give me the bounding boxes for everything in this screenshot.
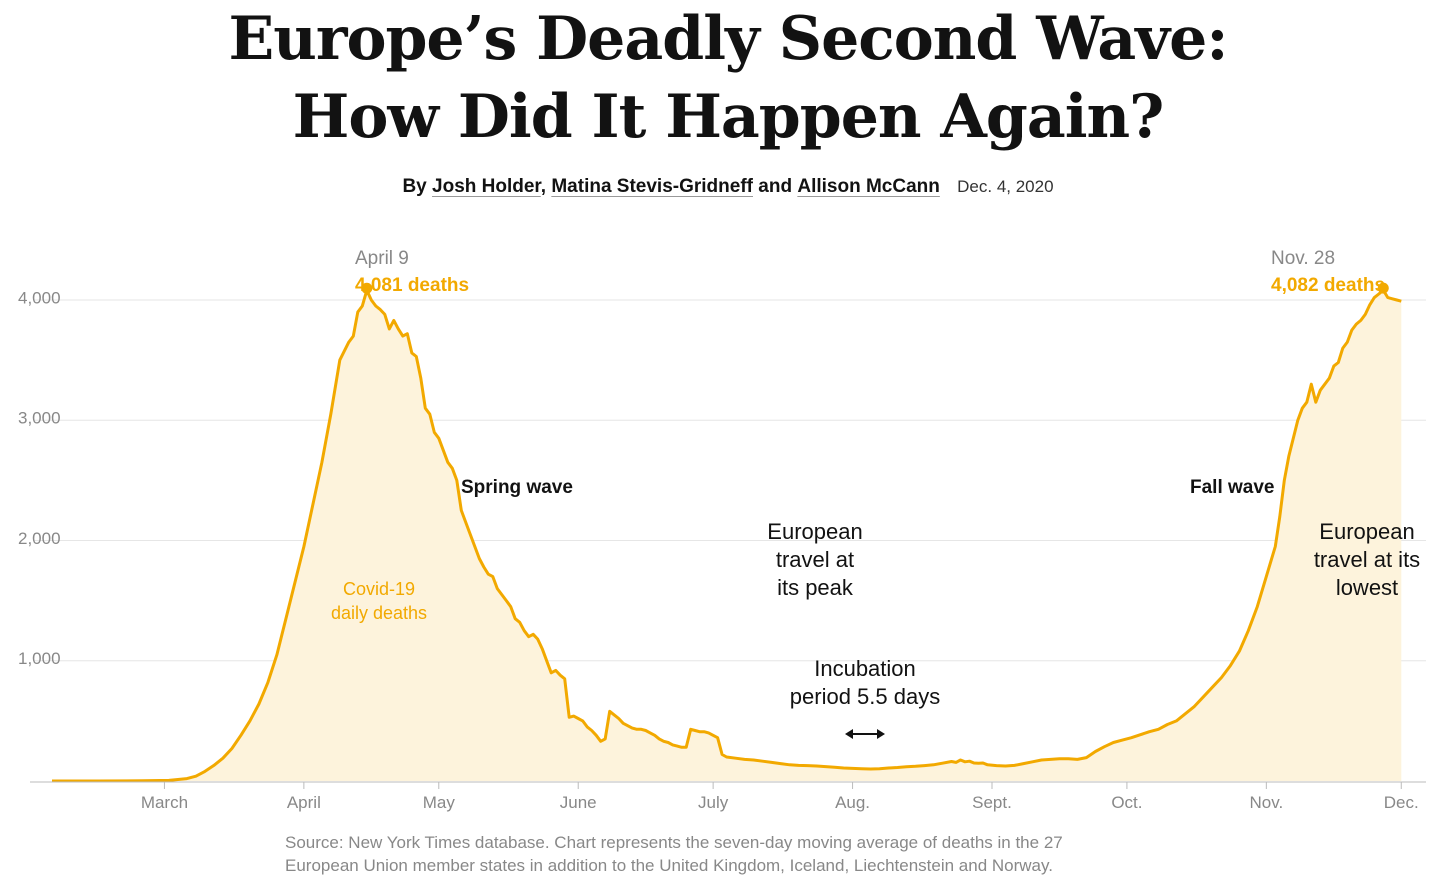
x-tick-label: March (141, 793, 188, 812)
x-tick-label: Aug. (835, 793, 870, 812)
x-axis-ticks: March April May June July Aug. Sept. Oct. Nov. De… (141, 782, 1419, 812)
x-tick-label: July (698, 793, 729, 812)
peak-marker-2 (1377, 282, 1389, 294)
peak2-value-label: 4,082 deaths (1271, 275, 1385, 296)
peak-markers (361, 282, 1389, 294)
x-tick-label: Dec. (1384, 793, 1419, 812)
author-link-3[interactable]: Allison McCann (797, 176, 940, 197)
incubation-label-line-1: Incubation (814, 656, 916, 681)
travel-peak-line-2: travel at (776, 547, 854, 572)
publish-date: Dec. 4, 2020 (957, 177, 1054, 196)
source-line-2: European Union member states in addition… (285, 856, 1053, 875)
peak1-date-label: April 9 (355, 248, 409, 269)
gridlines (34, 299, 1426, 662)
x-tick-label: Oct. (1111, 793, 1142, 812)
y-tick-label: 3,000 (18, 409, 61, 428)
x-tick-label: Sept. (972, 793, 1012, 812)
headline-line-2: How Did It Happen Again? (292, 82, 1165, 152)
x-tick-label: May (423, 793, 456, 812)
headline-line-1: Europe’s Deadly Second Wave: (228, 4, 1228, 74)
y-tick-label: 4,000 (18, 288, 61, 307)
author-link-1[interactable]: Josh Holder (432, 176, 541, 197)
series-label-line-1: Covid-19 (343, 579, 415, 599)
byline: By Josh Holder, Matina Stevis-Gridneff a… (0, 176, 1456, 198)
series-label-line-2: daily deaths (331, 603, 427, 623)
byline-separator-and: and (758, 176, 793, 197)
x-tick-label: April (287, 793, 321, 812)
x-tick-label: Nov. (1249, 793, 1283, 812)
travel-lowest-line-2: travel at its (1314, 547, 1420, 572)
byline-prefix: By (402, 176, 427, 197)
headline: Europe’s Deadly Second Wave: How Did It … (0, 0, 1456, 156)
peak1-value-label: 4,081 deaths (355, 275, 469, 296)
travel-peak-line-1: European (767, 519, 862, 544)
source-line-1: Source: New York Times database. Chart r… (285, 833, 1063, 852)
byline-separator-comma: , (540, 176, 547, 197)
travel-lowest-line-3: lowest (1336, 575, 1398, 600)
author-link-2[interactable]: Matina Stevis-Gridneff (551, 176, 753, 197)
y-axis-ticks: 1,000 2,000 3,000 4,000 (18, 288, 61, 668)
fall-wave-label: Fall wave (1190, 477, 1275, 498)
double-arrow-icon (845, 729, 885, 739)
travel-lowest-line-1: European (1319, 519, 1414, 544)
travel-peak-line-3: its peak (777, 575, 854, 600)
incubation-label-line-2: period 5.5 days (790, 684, 940, 709)
y-tick-label: 2,000 (18, 529, 61, 548)
x-tick-label: June (560, 793, 597, 812)
spring-wave-label: Spring wave (461, 477, 573, 498)
y-tick-label: 1,000 (18, 649, 61, 668)
peak2-date-label: Nov. 28 (1271, 248, 1335, 269)
deaths-area-fill (52, 290, 1402, 781)
deaths-series-line (52, 288, 1402, 783)
peak-marker-1 (361, 282, 373, 294)
source-note: Source: New York Times database. Chart r… (285, 831, 1185, 877)
